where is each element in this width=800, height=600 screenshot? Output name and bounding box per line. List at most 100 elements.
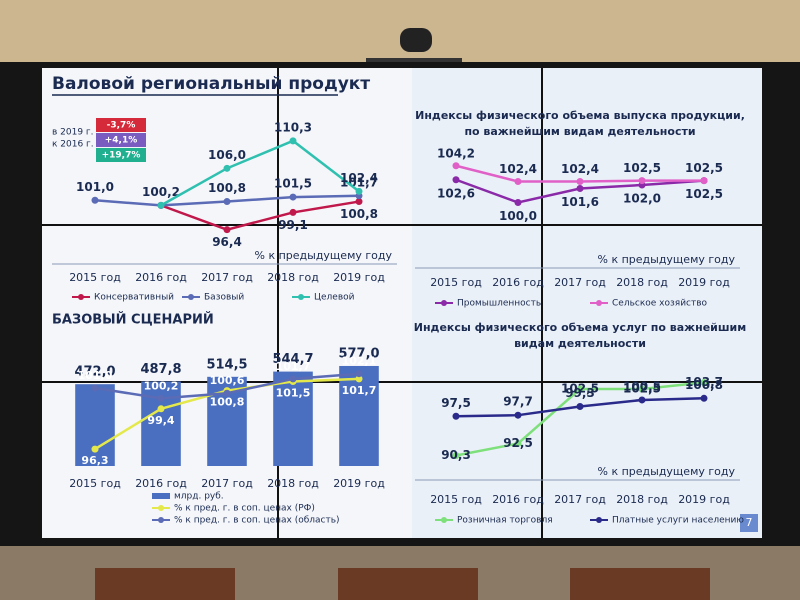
x-tick-label: 2018 год: [267, 271, 319, 284]
value-label: 102,0: [623, 192, 661, 206]
point: [576, 385, 584, 393]
value-label: 97,7: [503, 395, 533, 409]
legend-label: Промышленность: [457, 299, 541, 309]
point: [576, 185, 584, 192]
point: [355, 370, 363, 378]
x-tick-label: 2019 год: [333, 477, 385, 490]
legend-label: % к пред. г. в соп. ценах (РФ): [174, 504, 315, 514]
legend-swatch: [158, 517, 164, 523]
legend-swatch: [158, 505, 164, 511]
page-number-box: [740, 514, 758, 532]
value-label: 101,5: [276, 387, 311, 400]
point: [638, 396, 646, 404]
x-tick-label: 2019 год: [678, 493, 730, 506]
point: [289, 375, 297, 383]
summary-value: +19,7%: [102, 151, 141, 161]
value-label: 102,4: [499, 162, 537, 176]
axis-label: % к предыдущему году: [255, 249, 393, 262]
legend-label: млрд. руб.: [174, 492, 224, 502]
legend-label: Базовый: [204, 293, 244, 303]
legend-swatch: [596, 517, 602, 523]
value-label: 544,7: [272, 352, 313, 367]
chair: [95, 568, 235, 600]
point: [452, 412, 460, 420]
value-label: 106,0: [208, 148, 246, 162]
value-label: 102,5: [623, 382, 661, 396]
value-label: 100,8: [210, 396, 245, 409]
summary-value: +4,1%: [105, 136, 138, 146]
value-label: 100,2: [144, 379, 179, 392]
x-tick-label: 2015 год: [69, 477, 121, 490]
value-label: 99,1: [278, 218, 308, 232]
point: [452, 176, 460, 184]
point: [514, 411, 522, 419]
legend-label: Консервативный: [94, 293, 174, 303]
value-label: 110,3: [274, 120, 312, 134]
slide-title: Валовой региональный продукт: [52, 74, 370, 94]
value-label: 100,2: [142, 185, 180, 199]
series-line: [160, 200, 360, 231]
legend-swatch: [152, 493, 170, 499]
value-label: 92,5: [503, 436, 533, 450]
point: [289, 137, 297, 145]
point: [355, 187, 363, 195]
point: [576, 178, 584, 185]
point: [700, 379, 708, 387]
value-label: 102,1: [342, 355, 377, 368]
summary-label: к 2016 г.: [52, 140, 94, 150]
value-label: 102,5: [561, 382, 599, 396]
point: [91, 196, 99, 204]
value-label: 514,5: [206, 357, 247, 372]
point: [223, 164, 231, 172]
x-tick-label: 2016 год: [135, 477, 187, 490]
series-line: [160, 139, 360, 207]
value-label: 102,5: [685, 187, 723, 201]
legend-swatch: [596, 300, 602, 306]
legend-swatch: [188, 294, 194, 300]
point: [355, 375, 363, 383]
camera: [400, 28, 432, 52]
chair: [570, 568, 710, 600]
point: [223, 226, 231, 234]
x-tick-label: 2018 год: [267, 477, 319, 490]
value-label: 101,5: [274, 177, 312, 191]
point: [452, 162, 460, 170]
point: [700, 394, 708, 402]
value-label: 103,7: [685, 375, 723, 389]
x-tick-label: 2019 год: [333, 271, 385, 284]
value-label: 101,0: [78, 369, 113, 382]
point: [514, 440, 522, 447]
point: [223, 389, 231, 397]
x-tick-label: 2015 год: [69, 271, 121, 284]
point: [638, 385, 646, 393]
point: [355, 198, 363, 206]
value-label: 102,6: [437, 186, 475, 200]
page-number: 7: [746, 516, 753, 529]
value-label: 100,0: [499, 209, 537, 223]
x-tick-label: 2019 год: [678, 276, 730, 289]
point: [157, 405, 165, 413]
legend-label: % к пред. г. в соп. ценах (область): [174, 516, 340, 526]
summary-box: [96, 118, 146, 132]
x-tick-label: 2015 год: [430, 493, 482, 506]
axis-label: % к предыдущему году: [598, 253, 736, 266]
value-label: 104,2: [437, 146, 475, 160]
bar: [273, 371, 313, 466]
legend-swatch: [78, 294, 84, 300]
value-label: 100,8: [685, 378, 723, 392]
x-tick-label: 2016 год: [492, 493, 544, 506]
x-tick-label: 2016 год: [492, 276, 544, 289]
point: [700, 177, 708, 185]
legend-label: Розничная торговля: [457, 516, 553, 526]
point: [514, 178, 522, 185]
legend-swatch: [441, 300, 447, 306]
value-label: 102,5: [623, 161, 661, 175]
value-label: 487,8: [140, 362, 181, 377]
point: [638, 177, 646, 185]
x-tick-label: 2016 год: [135, 271, 187, 284]
value-label: 101,6: [561, 195, 599, 209]
value-label: 101,7: [340, 175, 378, 189]
value-label: 101,7: [342, 384, 377, 397]
